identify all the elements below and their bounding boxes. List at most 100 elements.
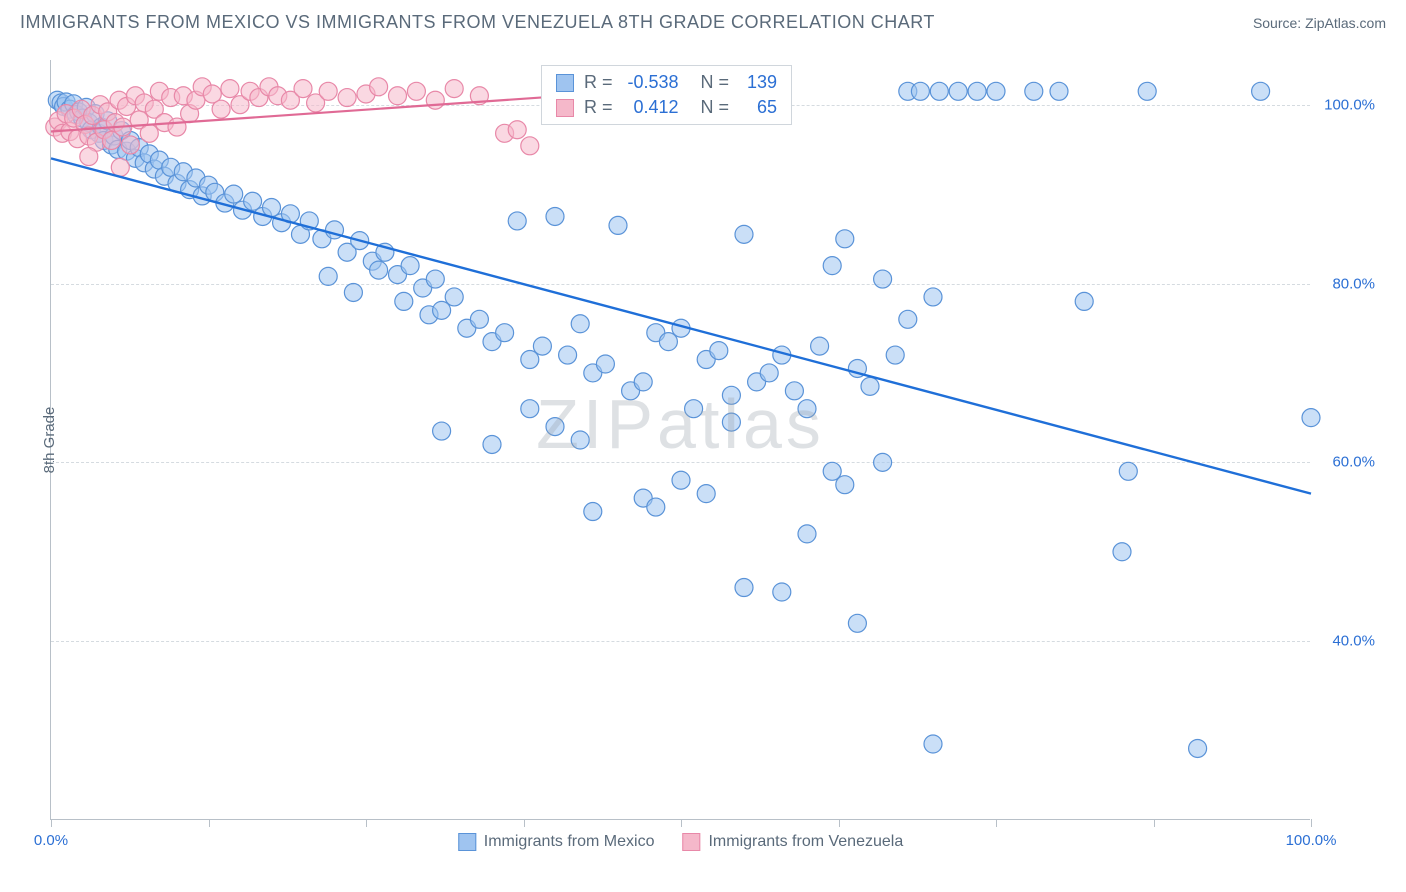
data-point [1025,82,1043,100]
data-point [407,82,425,100]
data-point [596,355,614,373]
data-point [319,267,337,285]
stats-n-label: N = [701,72,730,93]
data-point [395,292,413,310]
data-point [685,400,703,418]
data-point [924,735,942,753]
data-point [508,121,526,139]
data-point [389,87,407,105]
stats-row-mexico: R = -0.538 N = 139 [556,70,777,95]
stats-row-venezuela: R = 0.412 N = 65 [556,95,777,120]
data-point [886,346,904,364]
data-point [1252,82,1270,100]
legend-item-venezuela: Immigrants from Venezuela [682,833,903,851]
scatter-points [46,78,1320,758]
data-point [968,82,986,100]
data-point [445,288,463,306]
chart-container: 8th Grade 40.0%60.0%80.0%100.0% 0.0%100.… [50,60,1380,850]
data-point [710,342,728,360]
data-point [370,261,388,279]
stats-n-venezuela: 65 [739,97,777,118]
data-point [546,418,564,436]
data-point [244,192,262,210]
data-point [508,212,526,230]
data-point [483,435,501,453]
legend-label-venezuela: Immigrants from Venezuela [708,833,903,851]
data-point [426,270,444,288]
data-point [773,583,791,601]
data-point [496,324,514,342]
data-point [697,485,715,503]
data-point [861,377,879,395]
data-point [521,137,539,155]
data-point [899,310,917,328]
scatter-svg [51,60,1311,820]
trend-lines [51,91,1311,493]
data-point [221,80,239,98]
data-point [140,124,158,142]
data-point [470,310,488,328]
data-point [212,100,230,118]
data-point [811,337,829,355]
data-point [848,614,866,632]
data-point [798,525,816,543]
stats-r-label: R = [584,72,613,93]
data-point [836,230,854,248]
data-point [571,315,589,333]
data-point [798,400,816,418]
data-point [344,283,362,301]
chart-header: IMMIGRANTS FROM MEXICO VS IMMIGRANTS FRO… [0,0,1406,41]
data-point [836,476,854,494]
data-point [647,498,665,516]
data-point [426,91,444,109]
data-point [987,82,1005,100]
stats-n-mexico: 139 [739,72,777,93]
data-point [874,453,892,471]
stats-n-label: N = [701,97,730,118]
data-point [263,199,281,217]
data-point [338,89,356,107]
data-point [1302,409,1320,427]
data-point [80,148,98,166]
data-point [559,346,577,364]
data-point [930,82,948,100]
data-point [1113,543,1131,561]
data-point [571,431,589,449]
stats-legend-box: R = -0.538 N = 139 R = 0.412 N = 65 [541,65,792,125]
swatch-venezuela [556,99,574,117]
swatch-mexico [458,833,476,851]
data-point [874,270,892,288]
data-point [521,400,539,418]
data-point [735,225,753,243]
y-tick-label: 60.0% [1332,454,1375,471]
data-point [225,185,243,203]
legend-label-mexico: Immigrants from Mexico [484,833,655,851]
data-point [722,386,740,404]
data-point [445,80,463,98]
data-point [1189,739,1207,757]
data-point [533,337,551,355]
data-point [294,80,312,98]
swatch-mexico [556,74,574,92]
data-point [949,82,967,100]
data-point [401,257,419,275]
y-tick-label: 100.0% [1324,96,1375,113]
data-point [672,471,690,489]
data-point [319,82,337,100]
data-point [735,579,753,597]
y-tick-label: 80.0% [1332,275,1375,292]
data-point [785,382,803,400]
data-point [1050,82,1068,100]
chart-title: IMMIGRANTS FROM MEXICO VS IMMIGRANTS FRO… [20,12,935,33]
chart-source: Source: ZipAtlas.com [1253,15,1386,31]
legend-item-mexico: Immigrants from Mexico [458,833,655,851]
data-point [823,257,841,275]
data-point [609,216,627,234]
swatch-venezuela [682,833,700,851]
data-point [722,413,740,431]
data-point [121,136,139,154]
data-point [634,373,652,391]
data-point [111,158,129,176]
data-point [924,288,942,306]
x-tick-label: 0.0% [34,832,68,849]
